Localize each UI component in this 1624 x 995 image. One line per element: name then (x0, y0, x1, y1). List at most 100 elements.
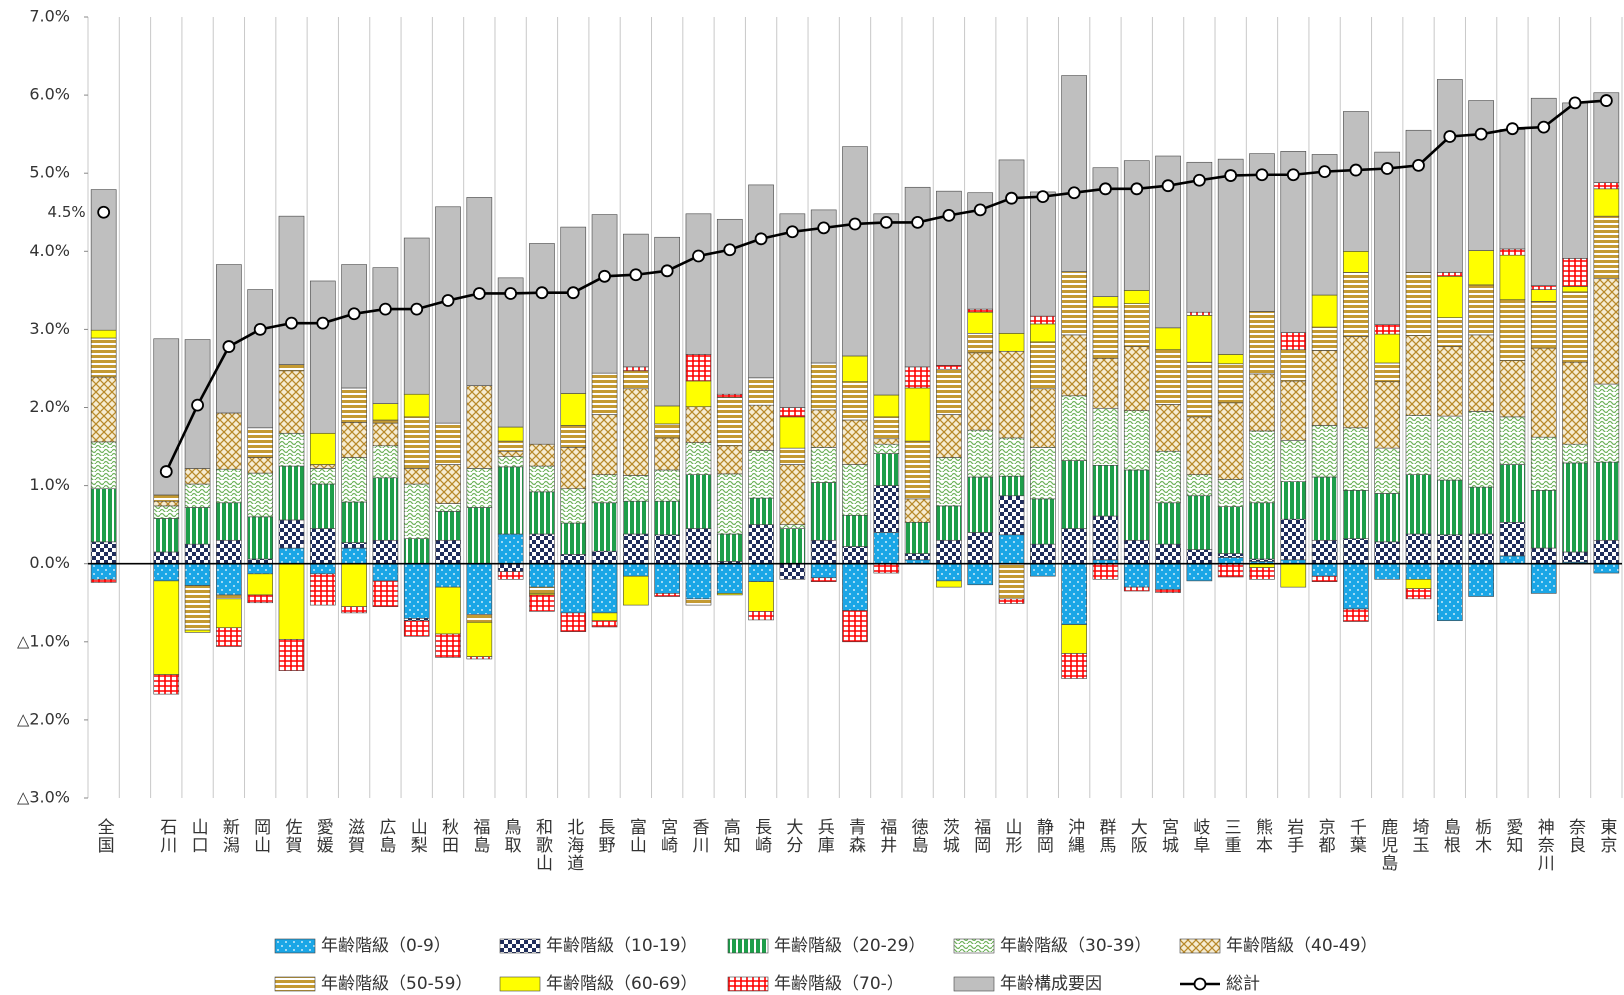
bar-segment (1217, 402, 1244, 480)
bar-segment (278, 639, 305, 671)
bar-segment (278, 547, 305, 565)
x-tick-label: 三重 (1221, 818, 1242, 854)
bar-segment (1217, 479, 1244, 507)
bar-segment (716, 533, 743, 562)
bar-segment (623, 388, 649, 476)
bar-segment (1374, 333, 1401, 364)
bar-segment (1280, 380, 1307, 441)
bar-segment (560, 447, 587, 490)
bar-segment (685, 354, 712, 382)
total-marker (159, 465, 173, 478)
bar-segment (1499, 299, 1526, 361)
bar-segment (1186, 416, 1213, 475)
total-marker (472, 287, 486, 300)
bar-segment (623, 575, 649, 606)
bar-segment (1499, 248, 1526, 256)
bar-segment (1155, 502, 1181, 545)
bar-segment (1468, 334, 1494, 412)
x-tick-label: 鳥取 (501, 818, 522, 854)
bar-segment (1123, 303, 1150, 347)
total-marker (1036, 190, 1050, 204)
x-tick-label: 岩手 (1283, 818, 1304, 854)
bar-segment (623, 500, 649, 535)
x-tick-label: 大阪 (1127, 818, 1148, 854)
bar-segment (936, 539, 962, 565)
bar-segment (466, 614, 493, 623)
x-tick-label: 兵庫 (814, 818, 835, 854)
x-tick-label: 島根 (1440, 818, 1461, 854)
bar-segment (278, 432, 305, 467)
bar-segment (842, 563, 868, 611)
bar-segment (403, 563, 430, 619)
bar-segment (654, 437, 680, 471)
bar-segment (779, 563, 806, 580)
bar-segment (998, 437, 1025, 477)
bar-segment (341, 563, 367, 607)
bar-segment (216, 502, 242, 541)
bar-segment (1186, 361, 1213, 418)
legend-swatch (953, 976, 995, 992)
total-marker (1161, 179, 1175, 193)
bar-segment (998, 159, 1025, 334)
bar-segment (90, 337, 117, 378)
bar-segment (873, 443, 900, 454)
bar-segment (1061, 395, 1087, 461)
bar-segment (1311, 563, 1338, 577)
bar-segment (1186, 315, 1213, 363)
bar-segment (1374, 493, 1401, 543)
bar-segment (1593, 563, 1620, 574)
bar-segment (748, 611, 774, 621)
total-marker (1224, 169, 1238, 182)
bar-segment (1562, 462, 1588, 553)
bar-segment (216, 598, 242, 629)
bar-segment (904, 498, 931, 523)
bar-segment (1405, 588, 1432, 600)
x-tick-label: 熊本 (1252, 818, 1273, 854)
bar-segment (90, 441, 117, 490)
bar-segment (1405, 563, 1432, 580)
x-tick-label: 茨城 (939, 818, 960, 854)
bar-segment (1530, 547, 1557, 565)
bar-segment (309, 573, 336, 606)
bar-segment (779, 524, 806, 529)
bar-segment (1123, 539, 1150, 565)
bar-segment (372, 539, 399, 565)
bar-segment (153, 580, 180, 675)
bar-segment (873, 416, 900, 440)
bar-segment (1436, 534, 1463, 564)
bar-segment (435, 511, 461, 541)
bar-segment (466, 621, 493, 657)
bar-segment (654, 236, 680, 407)
bar-segment (216, 627, 242, 647)
bar-segment (967, 311, 994, 334)
total-marker (1474, 127, 1488, 141)
bar-segment (685, 563, 712, 600)
bar-segment (1061, 460, 1087, 529)
legend-label: 年齢階級（10-19） (546, 936, 697, 956)
bar-segment (497, 571, 524, 580)
bar-segment (1155, 563, 1181, 590)
x-tick-label: 宮城 (1158, 818, 1179, 854)
bar-segment (309, 432, 336, 465)
total-marker (692, 249, 705, 263)
bar-segment (1030, 563, 1056, 577)
bar-segment (716, 593, 743, 596)
bar-segment (716, 397, 743, 447)
bar-segment (372, 419, 399, 424)
bar-segment (90, 563, 117, 580)
legend-swatch (1179, 938, 1221, 954)
bar-segment (1061, 271, 1087, 336)
x-tick-label: 長崎 (751, 818, 772, 854)
bar-segment (842, 514, 868, 547)
bar-segment (1280, 151, 1307, 333)
bar-segment (1405, 533, 1432, 564)
bar-segment (1186, 549, 1213, 565)
data-label: 4.5% (48, 203, 86, 221)
bar-segment (1061, 334, 1087, 397)
bar-segment (873, 563, 900, 574)
bar-segment (1343, 608, 1369, 622)
bar-segment (998, 333, 1025, 352)
bar-segment (1217, 506, 1244, 554)
legend-swatch (727, 976, 769, 992)
bar-segment (372, 422, 399, 447)
